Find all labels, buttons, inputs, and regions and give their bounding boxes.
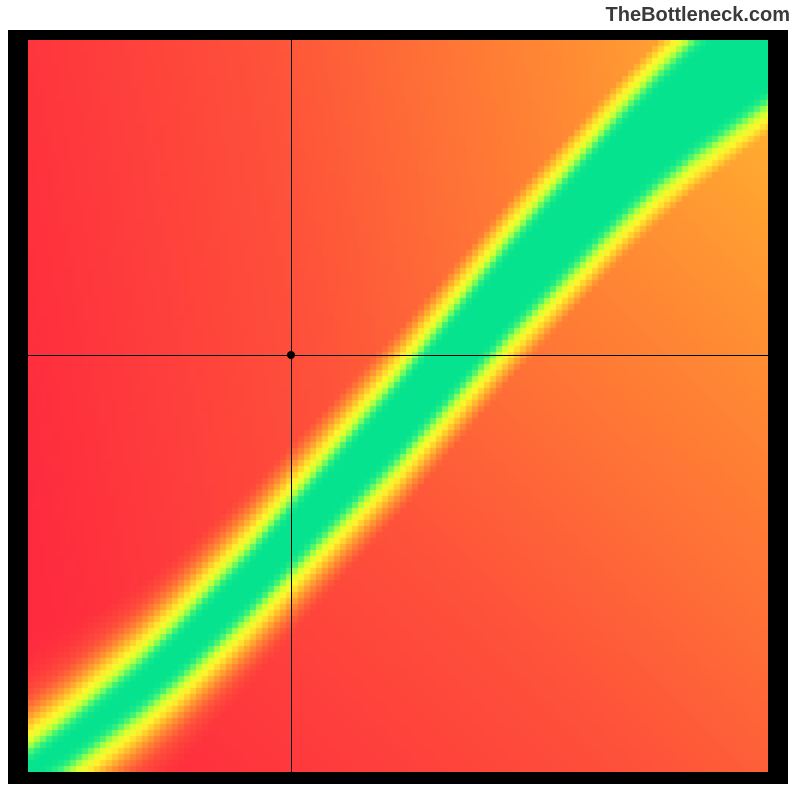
crosshair-horizontal — [28, 355, 768, 356]
plot-outer-frame — [8, 30, 788, 784]
crosshair-dot — [287, 351, 295, 359]
heatmap-canvas — [28, 40, 768, 772]
crosshair-vertical — [291, 40, 292, 772]
chart-container: TheBottleneck.com — [0, 0, 800, 800]
watermark-text: TheBottleneck.com — [606, 4, 790, 27]
plot-area — [28, 40, 768, 772]
